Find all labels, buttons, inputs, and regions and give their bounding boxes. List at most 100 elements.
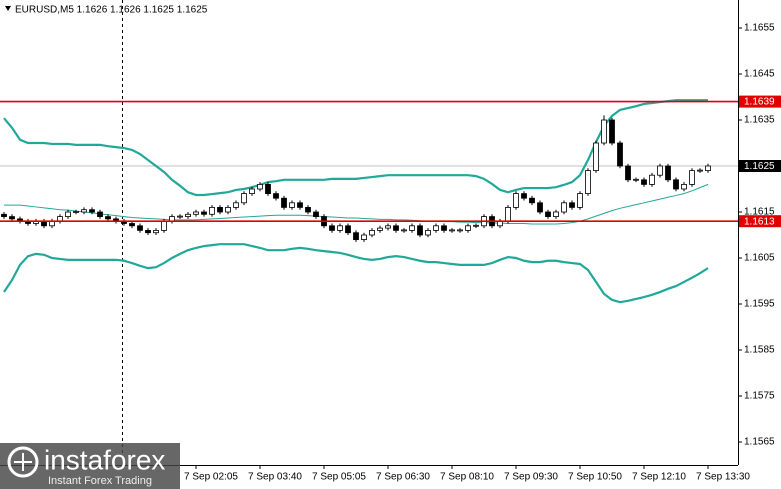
level-label-box: [739, 215, 781, 228]
x-tick-label: 7 Sep 08:10: [440, 472, 494, 483]
candle-body: [1, 213, 7, 218]
candle-body: [529, 197, 535, 204]
candle-body: [681, 183, 687, 190]
candle-body: [209, 206, 215, 215]
candle-body: [353, 232, 359, 240]
candle-body: [145, 229, 151, 234]
candle-body: [257, 183, 263, 190]
candle-body: [641, 179, 647, 185]
y-tick-label: 1.1605: [744, 253, 775, 264]
logo-icon: [7, 446, 39, 478]
candle-body: [601, 119, 607, 144]
tagline: Instant Forex Trading: [48, 475, 152, 487]
candle-body: [297, 202, 303, 208]
candle-body: [105, 216, 111, 220]
candle-body: [457, 229, 463, 232]
candle-body: [417, 225, 423, 236]
upper-band: [3, 99, 708, 197]
candle-body: [265, 183, 271, 194]
candle-body: [465, 225, 471, 231]
lower-band: [3, 243, 709, 304]
candle-body: [473, 224, 479, 227]
candle-body: [609, 119, 615, 144]
chart-title: EURUSD,M5 1.1626 1.1626 1.1625 1.1625: [15, 5, 208, 16]
candle-body: [65, 211, 71, 217]
candle-body: [433, 225, 439, 231]
candle-body: [441, 225, 447, 231]
candle-body: [249, 188, 255, 194]
candle-body: [561, 202, 567, 213]
candle-body: [649, 174, 655, 185]
candle-body: [449, 229, 455, 232]
candle-body: [97, 211, 103, 217]
candle-body: [129, 223, 135, 227]
candle-body: [673, 179, 679, 190]
x-tick-label: 7 Sep 03:40: [248, 472, 302, 483]
candle-body: [137, 225, 143, 231]
candle-body: [329, 225, 335, 231]
last-price-label: 1.1625: [744, 161, 775, 172]
plot: [0, 99, 738, 304]
candle-body: [617, 142, 623, 167]
candle-body: [577, 193, 583, 208]
candle-body: [9, 216, 15, 220]
candle-body: [625, 165, 631, 181]
candle-body: [313, 211, 319, 217]
candle-body: [305, 206, 311, 213]
candle-body: [201, 211, 207, 215]
candle-body: [553, 211, 559, 217]
candle-body: [657, 165, 663, 176]
candle-body: [665, 165, 671, 181]
candle-body: [161, 220, 167, 231]
y-tick-label: 1.1645: [744, 69, 775, 80]
y-tick-label: 1.1615: [744, 207, 775, 218]
x-tick-label: 7 Sep 09:30: [504, 472, 558, 483]
candle-body: [193, 211, 199, 215]
candle-body: [409, 225, 415, 231]
candle-body: [633, 178, 639, 181]
brand: instaforex: [44, 444, 165, 475]
level-label: 1.1639: [744, 97, 775, 108]
candle-body: [241, 193, 247, 204]
last-price-box: [739, 160, 781, 172]
y-tick-label: 1.1655: [744, 23, 775, 34]
axes: 1.1655 1.1645 1.1635 1.1625 1.1615 1.1605 1.15…: [184, 23, 781, 483]
candle-body: [153, 229, 159, 234]
x-tick-label: 7 Sep 05:05: [312, 472, 366, 483]
x-tick-label: 7 Sep 02:05: [184, 472, 238, 483]
level-label: 1.1613: [744, 216, 775, 227]
y-tick-label: 1.1565: [744, 437, 775, 448]
candle-body: [225, 206, 231, 213]
symbol-icon: [5, 6, 11, 11]
candle-body: [697, 169, 703, 172]
candle-body: [281, 197, 287, 208]
level-label-box: [739, 95, 781, 108]
candle-body: [369, 229, 375, 236]
y-tick-label: 1.1575: [744, 391, 775, 402]
candle-body: [705, 165, 711, 171]
y-tick-label: 1.1585: [744, 345, 775, 356]
candle-body: [593, 142, 599, 172]
candle-body: [537, 202, 543, 213]
middle-band: [4, 183, 709, 225]
candle-body: [401, 229, 407, 232]
candle-body: [569, 202, 575, 208]
candle-body: [425, 229, 431, 236]
x-tick-label: 7 Sep 06:30: [376, 472, 430, 483]
candle-body: [185, 213, 191, 218]
candle-body: [385, 225, 391, 229]
candle-body: [273, 193, 279, 199]
candle-body: [217, 206, 223, 213]
y-tick-label: 1.1595: [744, 299, 775, 310]
y-tick-label: 1.1635: [744, 115, 775, 126]
candle-body: [177, 215, 183, 218]
candle-body: [81, 209, 87, 213]
candle-body: [585, 170, 591, 195]
x-tick-label: 7 Sep 12:10: [632, 472, 686, 483]
candle-body: [689, 170, 695, 185]
x-tick-label: 7 Sep 10:50: [568, 472, 622, 483]
candle-body: [337, 225, 343, 231]
